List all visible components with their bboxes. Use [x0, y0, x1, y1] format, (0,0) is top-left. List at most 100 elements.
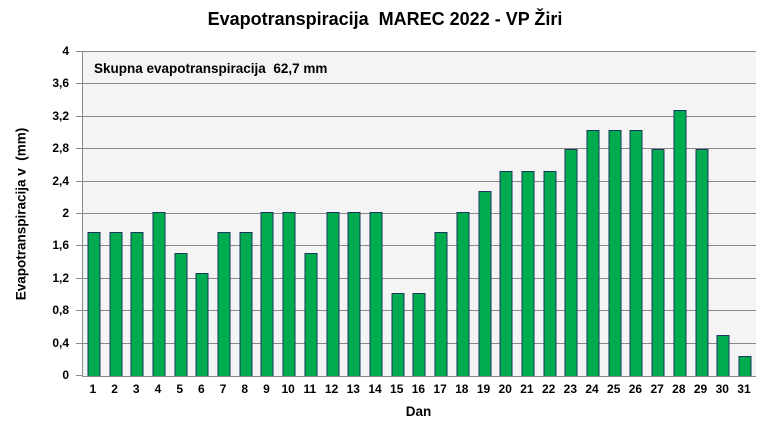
bar-slot	[409, 52, 431, 376]
bar-day-30	[716, 334, 730, 376]
bar-slot	[322, 52, 344, 376]
bar-day-2	[109, 231, 123, 376]
bar-day-28	[673, 109, 687, 376]
gridline	[83, 180, 756, 182]
bar-day-24	[586, 129, 600, 376]
bar-day-25	[608, 129, 622, 376]
x-tick-label: 2	[111, 382, 118, 396]
y-tick-label: 3,6	[52, 76, 69, 91]
x-tick-label: 17	[433, 382, 447, 396]
y-axis-tick	[76, 148, 82, 150]
x-tick-label: 18	[455, 382, 469, 396]
bar-day-19	[478, 190, 491, 376]
y-axis-tick	[76, 342, 82, 344]
gridline	[83, 148, 756, 150]
bar-slot	[582, 52, 604, 376]
bar-slot	[105, 52, 127, 376]
x-tick-label: 23	[563, 382, 577, 396]
bar-day-29	[695, 149, 709, 376]
bar-day-12	[326, 211, 340, 376]
x-tick-label: 15	[390, 382, 404, 396]
x-tick-label: 24	[585, 382, 599, 396]
bar-day-21	[521, 171, 535, 376]
bar-slot	[669, 52, 691, 376]
bar-day-16	[412, 293, 426, 376]
x-axis-labels: 1 2 3 4 5 6 7 8 9 10 11 12 13 14 15 16 17 18 19 20 21 22 23 24 2…	[82, 382, 755, 396]
x-axis-title: Dan	[405, 404, 432, 419]
bar-day-23	[564, 149, 578, 376]
bar-day-11	[304, 252, 318, 376]
y-tick-label: 0,8	[52, 303, 69, 318]
x-tick-label: 10	[281, 382, 295, 396]
bar-day-31	[738, 355, 752, 376]
x-tick-label: 11	[303, 382, 317, 396]
bar-slot	[278, 52, 300, 376]
x-tick-label: 14	[368, 382, 382, 396]
y-tick-label: 4	[62, 44, 69, 58]
bars-layer	[83, 52, 756, 376]
gridline	[83, 245, 756, 247]
gridline	[83, 83, 756, 85]
bar-day-9	[260, 211, 274, 376]
bar-day-7	[217, 231, 231, 376]
bar-slot	[83, 52, 105, 376]
x-tick-label: 7	[219, 382, 227, 396]
bar-day-22	[543, 171, 557, 376]
y-tick-label: 1,2	[52, 270, 69, 285]
x-tick-label: 4	[154, 382, 162, 396]
bar-slot	[604, 52, 626, 376]
bar-slot	[430, 52, 452, 376]
x-tick-label: 5	[176, 382, 183, 396]
bar-day-10	[282, 211, 296, 376]
bar-slot	[517, 52, 539, 376]
bar-slot	[126, 52, 148, 376]
bar-slot	[192, 52, 214, 376]
bar-day-15	[391, 293, 405, 376]
bar-slot	[170, 52, 192, 376]
bar-slot	[474, 52, 496, 376]
bar-day-17	[434, 231, 448, 376]
bar-slot	[148, 52, 170, 376]
gridline	[83, 277, 756, 279]
gridline	[83, 115, 756, 117]
y-axis: 4 3,6 3,2 2,8 2,4 2 1,6 1,2 0,8 0,4 0	[0, 44, 82, 382]
plot-area: Skupna evapotranspiracija 62,7 mm	[82, 51, 756, 377]
bar-slot	[712, 52, 734, 376]
y-tick-label: 2,8	[52, 141, 69, 156]
bar-slot	[300, 52, 322, 376]
bar-slot	[495, 52, 517, 376]
x-tick-label: 30	[715, 382, 729, 396]
bar-day-8	[239, 231, 253, 376]
bar-day-3	[130, 231, 144, 376]
x-tick-label: 21	[520, 382, 534, 396]
annotation-total: Skupna evapotranspiracija 62,7 mm	[94, 60, 328, 76]
x-tick-label: 1	[89, 382, 97, 396]
bar-slot	[452, 52, 474, 376]
y-axis-tick	[76, 115, 82, 117]
bar-slot	[691, 52, 713, 376]
y-axis-tick	[76, 180, 82, 182]
bar-slot	[560, 52, 582, 376]
x-tick-label: 27	[650, 382, 664, 396]
y-axis-tick	[76, 310, 82, 312]
x-tick-label: 25	[607, 382, 621, 396]
bar-day-4	[152, 211, 166, 376]
x-tick-label: 20	[498, 382, 512, 396]
bar-slot	[539, 52, 561, 376]
y-axis-tick	[76, 375, 82, 376]
y-tick-label: 1,6	[52, 238, 69, 253]
x-tick-label: 12	[324, 382, 339, 396]
bar-day-18	[456, 211, 470, 376]
bar-day-14	[369, 211, 383, 376]
bar-slot	[213, 52, 235, 376]
bar-day-1	[87, 231, 101, 376]
bar-day-5	[174, 252, 188, 376]
y-tick-label: 0,4	[52, 335, 69, 350]
x-tick-label: 8	[241, 382, 249, 396]
x-tick-label: 6	[198, 382, 205, 396]
x-tick-label: 3	[132, 382, 140, 396]
y-tick-label: 2,4	[52, 173, 69, 188]
y-axis-tick	[76, 51, 82, 52]
bar-slot	[257, 52, 279, 376]
x-tick-label: 29	[693, 382, 708, 396]
